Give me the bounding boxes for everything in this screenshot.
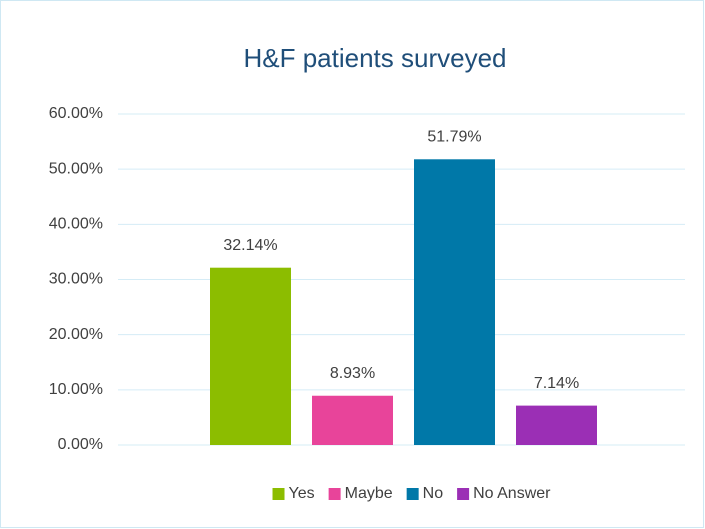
y-tick-label: 40.00%	[49, 216, 103, 233]
data-label: 51.79%	[427, 129, 481, 146]
y-tick-label: 10.00%	[49, 381, 103, 398]
chart-title: H&F patients surveyed	[243, 43, 506, 73]
y-tick-label: 30.00%	[49, 271, 103, 288]
y-tick-label: 0.00%	[58, 436, 103, 453]
legend-swatch	[328, 488, 341, 500]
legend-label: No Answer	[473, 485, 551, 502]
legend-swatch	[457, 488, 470, 500]
y-tick-label: 60.00%	[49, 105, 103, 122]
bar	[312, 395, 393, 445]
y-tick-label: 50.00%	[49, 160, 103, 177]
legend-label: Yes	[289, 485, 315, 502]
data-label: 32.14%	[223, 237, 277, 254]
legend-label: No	[423, 485, 444, 502]
bar	[516, 405, 597, 445]
y-tick-label: 20.00%	[49, 326, 103, 343]
legend-swatch	[406, 488, 419, 500]
data-label: 8.93%	[330, 365, 375, 382]
bar	[414, 159, 495, 445]
legend-label: Maybe	[345, 485, 393, 502]
legend-swatch	[272, 488, 285, 500]
data-label: 7.14%	[534, 375, 579, 392]
bar	[210, 267, 291, 445]
